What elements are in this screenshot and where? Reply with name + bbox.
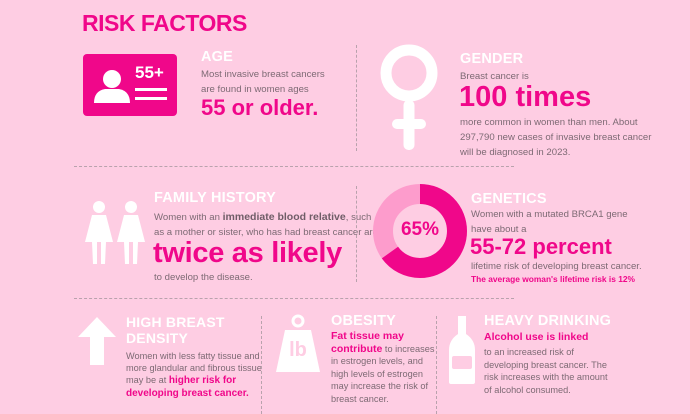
obesity-text-line: breast cancer.: [331, 393, 389, 404]
age-text: Most invasive breast cancers are found i…: [201, 67, 325, 97]
obesity-heading: OBESITY: [331, 313, 397, 329]
density-heading-line: DENSITY: [126, 330, 189, 346]
genetics-highlight: 55-72 percent: [470, 234, 612, 259]
divider-vertical: [436, 316, 437, 414]
age-badge-text: 55+: [135, 63, 164, 82]
obesity-highlight: contribute: [331, 342, 383, 355]
gender-text-line: more common in women than men. About: [460, 117, 638, 128]
text-segment: to increases: [382, 343, 435, 354]
arrow-up-icon: [78, 317, 116, 365]
age-text-line: are found in women ages: [201, 84, 309, 95]
text-segment: may be at: [126, 375, 169, 385]
genetics-donut-chart: 65%: [372, 183, 468, 279]
gender-text-line: 297,790 new cases of invasive breast can…: [460, 132, 652, 143]
age-icon: 55+: [83, 54, 177, 116]
genetics-note: The average woman's lifetime risk is 12%: [471, 274, 635, 284]
divider-vertical: [356, 45, 357, 151]
obesity-text-line: high levels of estrogen: [331, 368, 423, 379]
family-history-after: to develop the disease.: [154, 272, 253, 283]
gender-text: more common in women than men. About 297…: [460, 115, 651, 160]
bottle-icon: [449, 316, 475, 384]
genetics-after: lifetime risk of developing breast cance…: [471, 261, 642, 272]
family-history-text: Women with an immediate blood relative, …: [154, 210, 378, 240]
genetics-text-line: have about a: [471, 224, 527, 235]
density-text-line: Women with less fatty tissue and: [126, 351, 260, 361]
obesity-text-line: contribute to increases: [331, 343, 434, 356]
drinking-highlight: Alcohol use is linked: [484, 331, 589, 343]
density-highlight: developing breast cancer.: [126, 388, 249, 399]
density-heading-line: HIGH BREAST: [126, 314, 225, 330]
density-heading: HIGH BREAST DENSITY: [126, 314, 225, 346]
density-text-line: may be at higher risk for: [126, 374, 262, 387]
divider-vertical: [356, 186, 357, 282]
donut-center-label: 65%: [400, 219, 440, 240]
obesity-text-line: may increase the risk of: [331, 381, 429, 391]
drinking-text-line: to an increased risk of: [484, 347, 574, 357]
divider-horizontal: [74, 166, 514, 167]
text-segment: , such: [345, 212, 372, 223]
family-history-highlight: twice as likely: [153, 237, 342, 269]
divider-vertical: [261, 316, 262, 414]
obesity-highlight: Fat tissue may: [331, 330, 404, 342]
obesity-text: Fat tissue may contribute to increases i…: [331, 330, 434, 405]
two-women-icon: [84, 200, 148, 264]
age-heading: AGE: [201, 49, 234, 65]
drinking-text-line: developing breast cancer. The: [484, 359, 607, 370]
drinking-text: to an increased risk of developing breas…: [484, 346, 608, 396]
genetics-text-line: Women with a mutated BRCA1 gene: [471, 209, 628, 220]
page-title: RISK FACTORS: [82, 10, 247, 36]
obesity-text-line: in estrogen levels, and: [331, 356, 423, 366]
density-text-line: more glandular and fibrous tissue: [126, 363, 262, 373]
weight-lb-label: lb: [289, 339, 307, 361]
text-bold-segment: immediate blood relative: [222, 211, 346, 223]
density-highlight: higher risk for: [168, 375, 237, 386]
gender-highlight: 100 times: [459, 81, 592, 113]
drinking-heading: HEAVY DRINKING: [484, 313, 612, 329]
genetics-text: Women with a mutated BRCA1 gene have abo…: [471, 207, 628, 237]
weight-lb-icon: lb: [275, 314, 321, 374]
gender-heading: GENDER: [460, 51, 524, 67]
drinking-text-line: risk increases with the amount: [484, 372, 608, 382]
text-segment: Women with an: [154, 212, 223, 223]
family-history-text-line: as a mother or sister, who has had breas…: [154, 227, 378, 238]
divider-horizontal: [74, 298, 514, 299]
drinking-text-line: of alcohol consumed.: [484, 384, 571, 395]
genetics-heading: GENETICS: [471, 191, 547, 207]
gender-text-line: will be diagnosed in 2023.: [460, 147, 571, 158]
density-text: Women with less fatty tissue and more gl…: [126, 350, 262, 400]
family-history-heading: FAMILY HISTORY: [154, 190, 277, 206]
age-text-line: Most invasive breast cancers: [201, 69, 325, 80]
age-highlight: 55 or older.: [201, 95, 319, 120]
female-symbol-icon: [380, 44, 438, 152]
gender-intro: Breast cancer is: [460, 71, 529, 82]
family-history-text-line: Women with an immediate blood relative, …: [154, 210, 378, 225]
